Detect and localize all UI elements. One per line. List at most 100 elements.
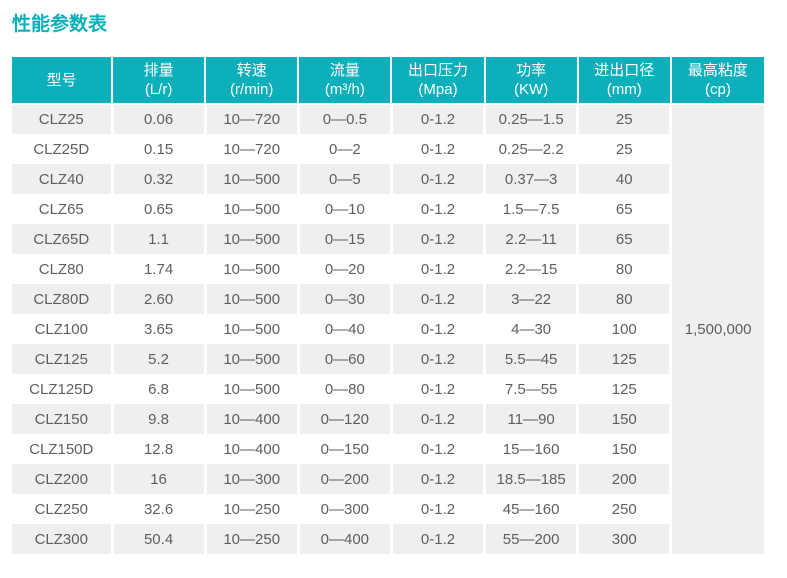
table-row-clz25: CLZ25 0.06 10—720 0—0.5 0-1.2 0.25—1.5 25 1,500… [12, 104, 764, 554]
cell-port-diameter: 65 [577, 194, 673, 224]
performance-parameters-table: 型号 排量 (L/r) 转速 (r/min) 流量 (m³/h) 出口压力 (Mpa) 功率 (KW… [12, 57, 764, 554]
model-cell: CLZ200 [12, 464, 114, 494]
cell-speed: 10—500 [205, 164, 300, 194]
cell-power: 2.2—11 [484, 224, 580, 254]
cell-port-diameter: 150 [577, 404, 673, 434]
cell-outlet-pressure: 0-1.2 [391, 104, 487, 134]
table-header: 型号 排量 (L/r) 转速 (r/min) 流量 (m³/h) 出口压力 (Mpa) 功率 (KW… [12, 57, 764, 105]
model-cell: CLZ150D [12, 434, 114, 464]
cell-outlet-pressure: 0-1.2 [391, 434, 487, 464]
cell-flow: 0—40 [298, 314, 393, 344]
column-header-name: 出口压力 [407, 62, 468, 79]
cell-port-diameter: 25 [577, 104, 673, 134]
cell-power: 2.2—15 [484, 254, 580, 284]
column-header-name: 型号 [46, 71, 77, 89]
cell-displacement: 0.15 [112, 134, 207, 164]
cell-power: 18.5—185 [484, 464, 580, 494]
cell-port-diameter: 125 [577, 374, 673, 404]
model-cell: CLZ80D [12, 284, 114, 314]
model-cell: CLZ125D [12, 374, 114, 404]
cell-speed: 10—500 [205, 254, 300, 284]
cell-outlet-pressure: 0-1.2 [391, 464, 487, 494]
cell-flow: 0—300 [298, 494, 393, 524]
table-row-clz125: CLZ125 5.2 10—500 0—60 0-1.2 5.5—45 125 [12, 344, 764, 374]
page-title: 性能参数表 [12, 14, 108, 35]
cell-speed: 10—500 [205, 284, 300, 314]
column-header-power: 功率 (KW) [484, 57, 579, 105]
cell-power: 0.25—1.5 [484, 104, 580, 134]
column-header-unit: (mm) [606, 81, 642, 98]
model-cell: CLZ40 [12, 164, 114, 194]
column-header-unit: (r/min) [230, 81, 274, 98]
cell-power: 15—160 [484, 434, 580, 464]
cell-flow: 0—200 [298, 464, 393, 494]
cell-displacement: 1.1 [112, 224, 207, 254]
cell-speed: 10—400 [205, 434, 300, 464]
cell-power: 11—90 [484, 404, 580, 434]
cell-flow: 0—0.5 [298, 104, 393, 134]
cell-port-diameter: 125 [577, 344, 673, 374]
cell-displacement: 2.60 [112, 284, 207, 314]
cell-flow: 0—400 [298, 524, 393, 554]
column-header-name: 转速 [236, 62, 267, 79]
model-cell: CLZ25 [12, 104, 114, 134]
cell-port-diameter: 150 [577, 434, 673, 464]
cell-port-diameter: 300 [577, 524, 673, 554]
cell-displacement: 3.65 [112, 314, 207, 344]
cell-displacement: 50.4 [112, 524, 207, 554]
cell-speed: 10—500 [205, 374, 300, 404]
cell-power: 55—200 [484, 524, 580, 554]
model-cell: CLZ65 [12, 194, 114, 224]
cell-outlet-pressure: 0-1.2 [391, 344, 487, 374]
table-row-clz100: CLZ100 3.65 10—500 0—40 0-1.2 4—30 100 [12, 314, 764, 344]
cell-outlet-pressure: 0-1.2 [391, 494, 487, 524]
cell-flow: 0—5 [298, 164, 393, 194]
model-cell: CLZ80 [12, 254, 114, 284]
cell-outlet-pressure: 0-1.2 [391, 254, 487, 284]
cell-port-diameter: 80 [577, 254, 673, 284]
model-cell: CLZ65D [12, 224, 114, 254]
cell-power: 7.5—55 [484, 374, 580, 404]
column-header-name: 功率 [516, 62, 547, 79]
column-header-flow: 流量 (m³/h) [298, 57, 393, 105]
cell-flow: 0—150 [298, 434, 393, 464]
table-row-clz25d: CLZ25D 0.15 10—720 0—2 0-1.2 0.25—2.2 25 [12, 134, 764, 164]
cell-speed: 10—250 [205, 524, 300, 554]
cell-outlet-pressure: 0-1.2 [391, 194, 487, 224]
cell-speed: 10—720 [205, 104, 300, 134]
cell-port-diameter: 200 [577, 464, 673, 494]
cell-power: 45—160 [484, 494, 580, 524]
cell-speed: 10—250 [205, 494, 300, 524]
cell-outlet-pressure: 0-1.2 [391, 404, 487, 434]
cell-power: 5.5—45 [484, 344, 580, 374]
cell-outlet-pressure: 0-1.2 [391, 524, 487, 554]
cell-power: 3—22 [484, 284, 580, 314]
table-row-clz65: CLZ65 0.65 10—500 0—10 0-1.2 1.5—7.5 65 [12, 194, 764, 224]
cell-displacement: 0.32 [112, 164, 207, 194]
table-body: CLZ25 0.06 10—720 0—0.5 0-1.2 0.25—1.5 25 1,500… [12, 104, 764, 554]
model-cell: CLZ300 [12, 524, 114, 554]
cell-flow: 0—2 [298, 134, 393, 164]
cell-displacement: 16 [112, 464, 207, 494]
table-row-clz65d: CLZ65D 1.1 10—500 0—15 0-1.2 2.2—11 65 [12, 224, 764, 254]
cell-displacement: 12.8 [112, 434, 207, 464]
cell-flow: 0—120 [298, 404, 393, 434]
cell-port-diameter: 100 [577, 314, 673, 344]
table-row-clz150d: CLZ150D 12.8 10—400 0—150 0-1.2 15—160 150 [12, 434, 764, 464]
cell-flow: 0—20 [298, 254, 393, 284]
cell-displacement: 5.2 [112, 344, 207, 374]
cell-outlet-pressure: 0-1.2 [391, 284, 487, 314]
table-row-clz80: CLZ80 1.74 10—500 0—20 0-1.2 2.2—15 80 [12, 254, 764, 284]
table-row-clz150: CLZ150 9.8 10—400 0—120 0-1.2 11—90 150 [12, 404, 764, 434]
table-row-clz80d: CLZ80D 2.60 10—500 0—30 0-1.2 3—22 80 [12, 284, 764, 314]
column-header-name: 流量 [329, 62, 360, 79]
column-header-name: 最高粘度 [687, 62, 748, 79]
cell-displacement: 1.74 [112, 254, 207, 284]
cell-outlet-pressure: 0-1.2 [391, 224, 487, 254]
cell-speed: 10—300 [205, 464, 300, 494]
cell-power: 1.5—7.5 [484, 194, 580, 224]
cell-port-diameter: 250 [577, 494, 673, 524]
column-header-max-viscosity: 最高粘度 (cp) [670, 57, 764, 105]
model-cell: CLZ25D [12, 134, 114, 164]
table-row-clz40: CLZ40 0.32 10—500 0—5 0-1.2 0.37—3 40 [12, 164, 764, 194]
